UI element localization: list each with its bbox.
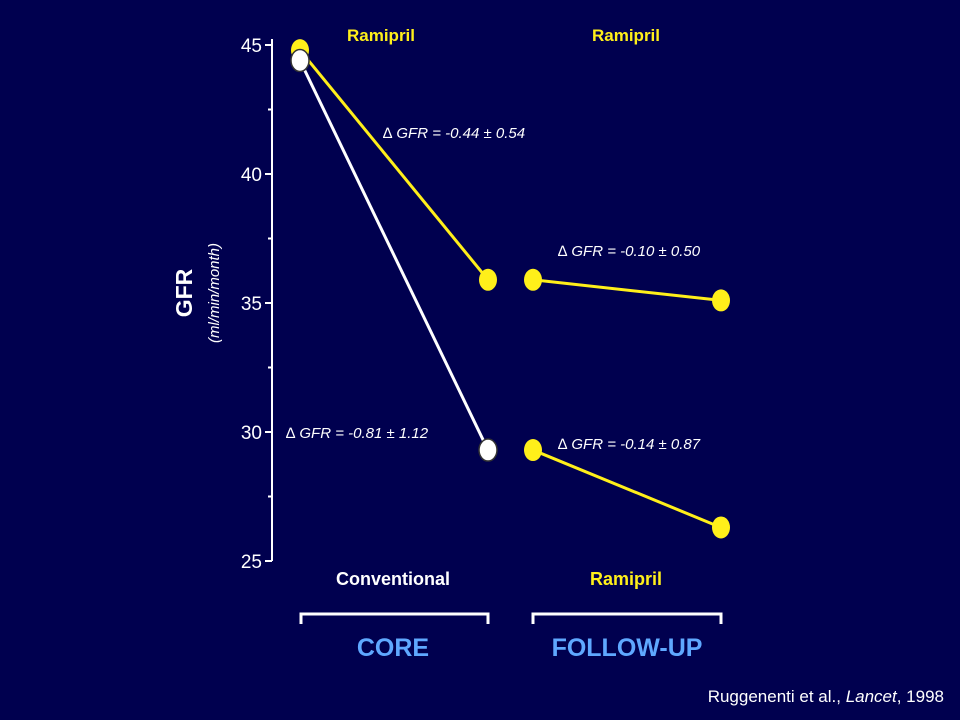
delta-value: GFR = -0.10 ± 0.50: [571, 243, 700, 260]
delta-annotation: ∆ GFR = -0.10 ± 0.50: [558, 243, 701, 260]
data-point: [478, 438, 498, 462]
citation: Ruggenenti et al., Lancet, 1998: [708, 687, 944, 706]
series-lines: [298, 49, 722, 529]
phase-label-core: CORE: [357, 634, 429, 662]
delta-symbol: ∆: [558, 243, 571, 260]
citation-journal: Lancet: [846, 687, 898, 706]
series-line: [532, 278, 722, 302]
group-label-conventional: Conventional: [336, 569, 450, 589]
delta-value: GFR = -0.81 ± 1.12: [299, 425, 428, 442]
core-bracket: [299, 612, 490, 624]
group-label-ramipril: Ramipril: [590, 569, 662, 589]
data-point: [524, 439, 542, 462]
header-label-follow-up: Ramipril: [592, 26, 660, 45]
header-label-core: Ramipril: [347, 26, 415, 45]
series-line: [298, 49, 490, 281]
data-point: [524, 268, 542, 291]
delta-symbol: ∆: [383, 125, 396, 142]
delta-annotation: ∆ GFR = -0.81 ± 1.12: [286, 425, 429, 442]
data-point: [712, 516, 730, 539]
data-point: [290, 48, 310, 73]
follow-up-bracket: [531, 612, 723, 624]
y-tick-label: 45: [241, 36, 262, 57]
data-point: [479, 268, 497, 291]
delta-annotations: ∆ GFR = -0.44 ± 0.54∆ GFR = -0.81 ± 1.12…: [286, 125, 701, 453]
phase-label-follow-up: FOLLOW-UP: [552, 634, 703, 662]
y-tick-label: 30: [241, 423, 262, 444]
series-points: [290, 39, 730, 539]
y-tick-label: 25: [241, 552, 262, 573]
delta-value: GFR = -0.14 ± 0.87: [571, 436, 700, 453]
series-line: [532, 448, 722, 529]
delta-symbol: ∆: [558, 436, 571, 453]
series-line: [298, 59, 490, 451]
y-axis-ticks: 25 30 35 40 45: [241, 36, 272, 573]
citation-authors: Ruggenenti et al.,: [708, 687, 846, 706]
data-point: [712, 289, 730, 312]
y-tick-label: 40: [241, 165, 262, 186]
delta-annotation: ∆ GFR = -0.44 ± 0.54: [383, 125, 525, 142]
y-axis-unit: (ml/min/month): [206, 243, 223, 343]
delta-value: GFR = -0.44 ± 0.54: [396, 125, 525, 142]
delta-symbol: ∆: [286, 425, 299, 442]
delta-annotation: ∆ GFR = -0.14 ± 0.87: [558, 436, 701, 453]
citation-year: , 1998: [897, 687, 944, 706]
y-tick-label: 35: [241, 294, 262, 315]
y-axis-title: GFR: [171, 268, 197, 317]
